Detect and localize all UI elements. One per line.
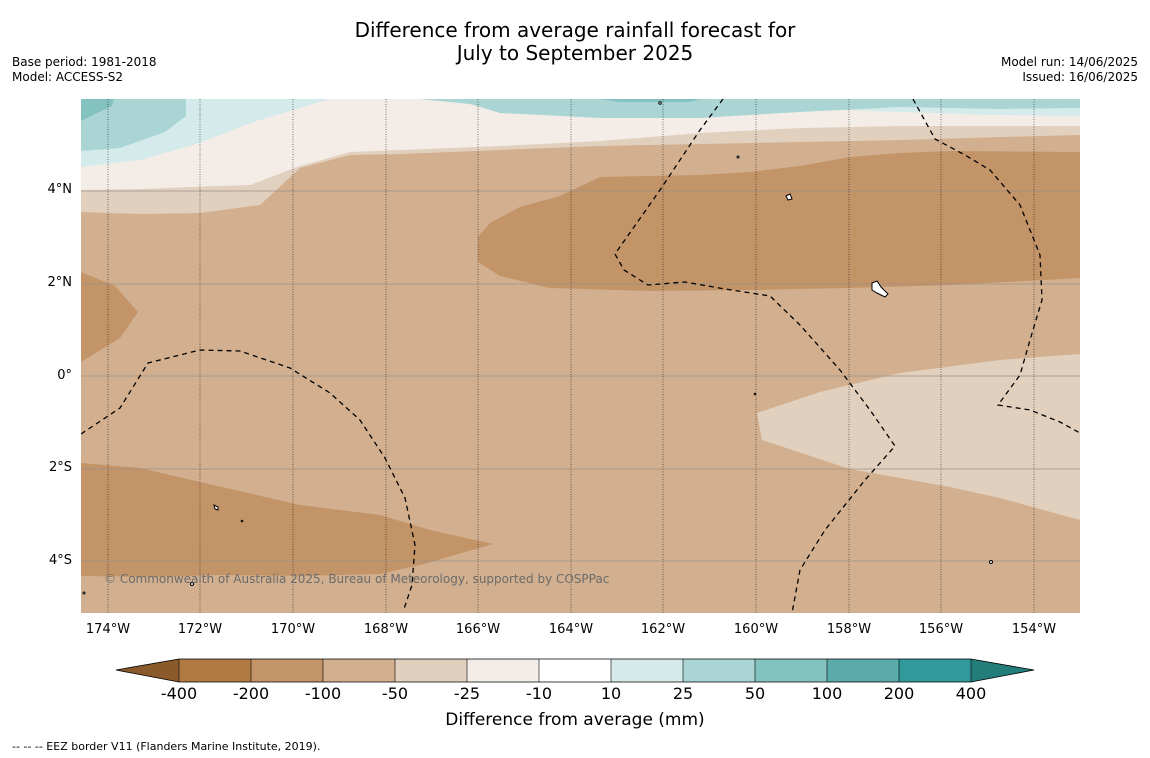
lon-label: 166°W bbox=[455, 622, 501, 637]
parallel-lines bbox=[81, 190, 1080, 562]
colorbar-tick-label: -400 bbox=[160, 684, 198, 703]
dry-tongue-south-west bbox=[81, 463, 493, 577]
title-line-2: July to September 2025 bbox=[456, 41, 694, 65]
colorbar-bin bbox=[683, 659, 755, 682]
island-south-west bbox=[213, 504, 219, 511]
island-kiritimati bbox=[871, 280, 889, 298]
base-period: Base period: 1981-2018 bbox=[12, 55, 157, 69]
island-dot-7 bbox=[82, 591, 86, 595]
island-palmyra bbox=[785, 193, 793, 201]
island-dot-1 bbox=[658, 101, 662, 105]
colorbar-bin bbox=[827, 659, 899, 682]
dry-core-north bbox=[478, 151, 1080, 291]
meridian-lines bbox=[107, 99, 1035, 613]
issued-date: Issued: 16/06/2025 bbox=[1022, 70, 1138, 84]
colorbar-dividers bbox=[178, 659, 972, 682]
colorbar-tick-label: -10 bbox=[525, 684, 553, 703]
colorbar-tick-label: 400 bbox=[955, 684, 987, 703]
map-fill bbox=[81, 99, 1080, 613]
colorbar-tick-label: 200 bbox=[883, 684, 915, 703]
map-title: Difference from average rainfall forecas… bbox=[0, 19, 1150, 65]
island-dot-4 bbox=[240, 519, 244, 523]
colorbar-bin bbox=[899, 659, 971, 682]
wet-core-north-west bbox=[81, 99, 114, 121]
colorbar-title: Difference from average (mm) bbox=[445, 710, 705, 730]
lat-label: 0° bbox=[57, 368, 72, 383]
eez-legend-note: -- -- -- EEZ border V11 (Flanders Marine… bbox=[12, 740, 321, 753]
colorbar-bin bbox=[251, 659, 323, 682]
model-run-date: Model run: 14/06/2025 bbox=[1000, 55, 1138, 69]
colorbar-tick-label: 100 bbox=[811, 684, 843, 703]
colorbar-low-arrow bbox=[116, 659, 179, 682]
colorbar-tick-label: 10 bbox=[600, 684, 622, 703]
lat-label: 4°N bbox=[47, 182, 73, 197]
run-info: Model run: 14/06/2025 Issued: 16/06/2025 bbox=[1001, 55, 1138, 85]
colorbar-tick-label: -100 bbox=[304, 684, 342, 703]
neutral-band-north bbox=[81, 99, 1080, 190]
lon-label: 170°W bbox=[270, 622, 316, 637]
island-dot-2 bbox=[736, 155, 740, 159]
lat-label: 4°S bbox=[48, 553, 72, 568]
title-line-1: Difference from average rainfall forecas… bbox=[354, 18, 796, 42]
lon-label: 164°W bbox=[548, 622, 594, 637]
model-info: Base period: 1981-2018 Model: ACCESS-S2 bbox=[12, 55, 157, 85]
island-dot-6 bbox=[989, 560, 993, 564]
copyright-notice: © Commonwealth of Australia 2025, Bureau… bbox=[104, 572, 610, 586]
lon-label: 162°W bbox=[640, 622, 686, 637]
islands bbox=[82, 101, 993, 595]
colorbar-bin bbox=[755, 659, 827, 682]
colorbar-tick-label: 25 bbox=[672, 684, 694, 703]
eez-border bbox=[81, 99, 1080, 613]
dry-patch-west bbox=[81, 272, 138, 362]
colorbar-bin bbox=[395, 659, 467, 682]
wet-core-north-east bbox=[600, 99, 700, 102]
lon-label: 156°W bbox=[918, 622, 964, 637]
wet-band-north-mid bbox=[81, 99, 186, 151]
lon-label: 168°W bbox=[363, 622, 409, 637]
lon-label: 172°W bbox=[177, 622, 223, 637]
lon-label: 154°W bbox=[1011, 622, 1057, 637]
colorbar-bin bbox=[539, 659, 611, 682]
colorbar-bin bbox=[179, 659, 251, 682]
model-name: Model: ACCESS-S2 bbox=[12, 70, 124, 84]
island-dot-3 bbox=[753, 392, 757, 396]
lon-label: 174°W bbox=[85, 622, 131, 637]
colorbar-tick-label: -25 bbox=[453, 684, 481, 703]
lat-label: 2°N bbox=[47, 275, 73, 290]
island-dot-5 bbox=[190, 582, 194, 586]
colorbar-tick-label: 50 bbox=[744, 684, 766, 703]
colorbar-high-arrow bbox=[971, 659, 1034, 682]
colorbar-bin bbox=[467, 659, 539, 682]
wet-band-north-east bbox=[420, 99, 1080, 118]
colorbar-tick-label: -50 bbox=[381, 684, 409, 703]
lat-label: 2°S bbox=[48, 460, 72, 475]
lon-label: 160°W bbox=[733, 622, 779, 637]
lon-label: 158°W bbox=[826, 622, 872, 637]
colorbar-tick-label: -200 bbox=[232, 684, 270, 703]
light-patch-east bbox=[757, 354, 1080, 520]
colorbar bbox=[115, 658, 1035, 683]
colorbar-bin bbox=[611, 659, 683, 682]
colorbar-bin bbox=[323, 659, 395, 682]
